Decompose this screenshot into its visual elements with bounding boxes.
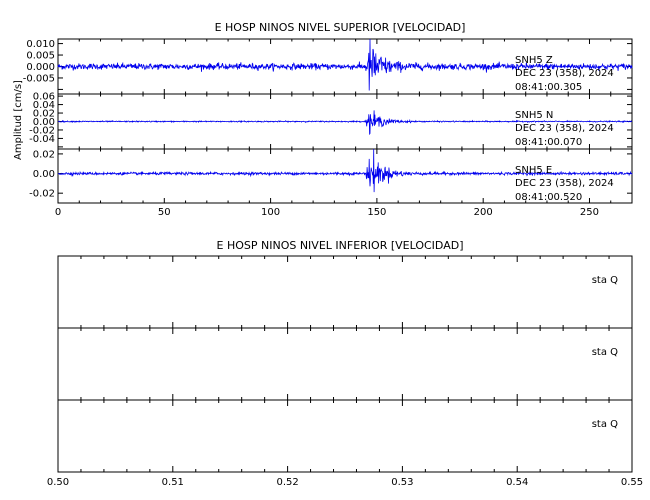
panel-frame	[57, 327, 633, 401]
waveform-series-z	[57, 38, 633, 91]
y-tick-label: -0.005	[23, 73, 55, 84]
time-label: 08:41:00.305	[515, 82, 582, 93]
time-label: 08:41:00.070	[515, 137, 582, 148]
lower-chart: E HOSP NINOS NIVEL INFERIOR [VELOCIDAD] …	[47, 239, 643, 488]
upper-chart: E HOSP NINOS NIVEL SUPERIOR [VELOCIDAD] …	[13, 21, 633, 218]
y-tick-label: 0.00	[33, 169, 55, 180]
x-tick-label: 0.50	[47, 477, 69, 488]
waveform-series-e	[58, 148, 633, 193]
date-label: DEC 23 (358), 2024	[515, 123, 614, 134]
date-label: DEC 23 (358), 2024	[515, 178, 614, 189]
x-tick-label: 50	[158, 207, 171, 218]
lower-panel-2: sta Q	[57, 327, 633, 401]
upper-chart-title: E HOSP NINOS NIVEL SUPERIOR [VELOCIDAD]	[215, 21, 466, 34]
lower-x-axis: 0.50 0.51 0.52 0.53 0.54 0.55	[47, 477, 643, 488]
station-label: SNH5 N	[515, 110, 553, 121]
date-label: DEC 23 (358), 2024	[515, 68, 614, 79]
x-tick-label: 200	[474, 207, 493, 218]
x-tick-label: 150	[367, 207, 386, 218]
y-tick-label: 0.010	[26, 39, 55, 50]
y-tick-label: 0.000	[26, 62, 55, 73]
x-tick-label: 0.53	[391, 477, 413, 488]
y-tick-label: 0.00	[33, 117, 55, 128]
upper-y-axis-label: Amplitud [cm/s]	[13, 80, 24, 160]
y-tick-label: -0.04	[29, 134, 55, 145]
y-tick-label: 0.02	[33, 149, 55, 160]
y-tick-label: 0.005	[26, 51, 55, 62]
time-label: 08:41:00.520	[515, 192, 582, 203]
y-tick-label: -0.02	[29, 125, 55, 136]
x-tick-label: 0.54	[506, 477, 528, 488]
y-tick-label: -0.02	[29, 189, 55, 200]
station-label: sta Q	[592, 347, 618, 358]
lower-chart-title: E HOSP NINOS NIVEL INFERIOR [VELOCIDAD]	[217, 239, 464, 252]
y-tick-label: 0.04	[33, 100, 55, 111]
upper-x-axis: 0 50 100 150 200 250	[55, 207, 599, 218]
panel-frame	[57, 255, 633, 329]
upper-panel-e: -0.02 0.00 0.02 SNH5 E DEC 23 (358), 2024 08:…	[29, 148, 633, 204]
panel-frame	[57, 399, 633, 473]
x-tick-label: 0.55	[621, 477, 643, 488]
x-tick-label: 0.52	[276, 477, 298, 488]
x-tick-label: 100	[261, 207, 280, 218]
waveform-series-n	[57, 110, 633, 136]
station-label: SNH5 E	[515, 165, 552, 176]
x-tick-label: 250	[580, 207, 599, 218]
upper-panel-n: -0.04-0.020.000.020.040.06 SNH5 N DEC 23 (…	[29, 92, 633, 150]
x-tick-label: 0.51	[162, 477, 184, 488]
station-label: sta Q	[592, 419, 618, 430]
panel-frame	[57, 148, 633, 204]
lower-panel-3: sta Q	[57, 399, 633, 473]
y-tick-label: 0.06	[33, 92, 55, 103]
x-tick-label: 0	[55, 207, 61, 218]
station-label: sta Q	[592, 275, 618, 286]
station-label: SNH5 Z	[515, 55, 553, 66]
lower-panel-1: sta Q	[57, 255, 633, 329]
y-tick-label: 0.02	[33, 109, 55, 120]
